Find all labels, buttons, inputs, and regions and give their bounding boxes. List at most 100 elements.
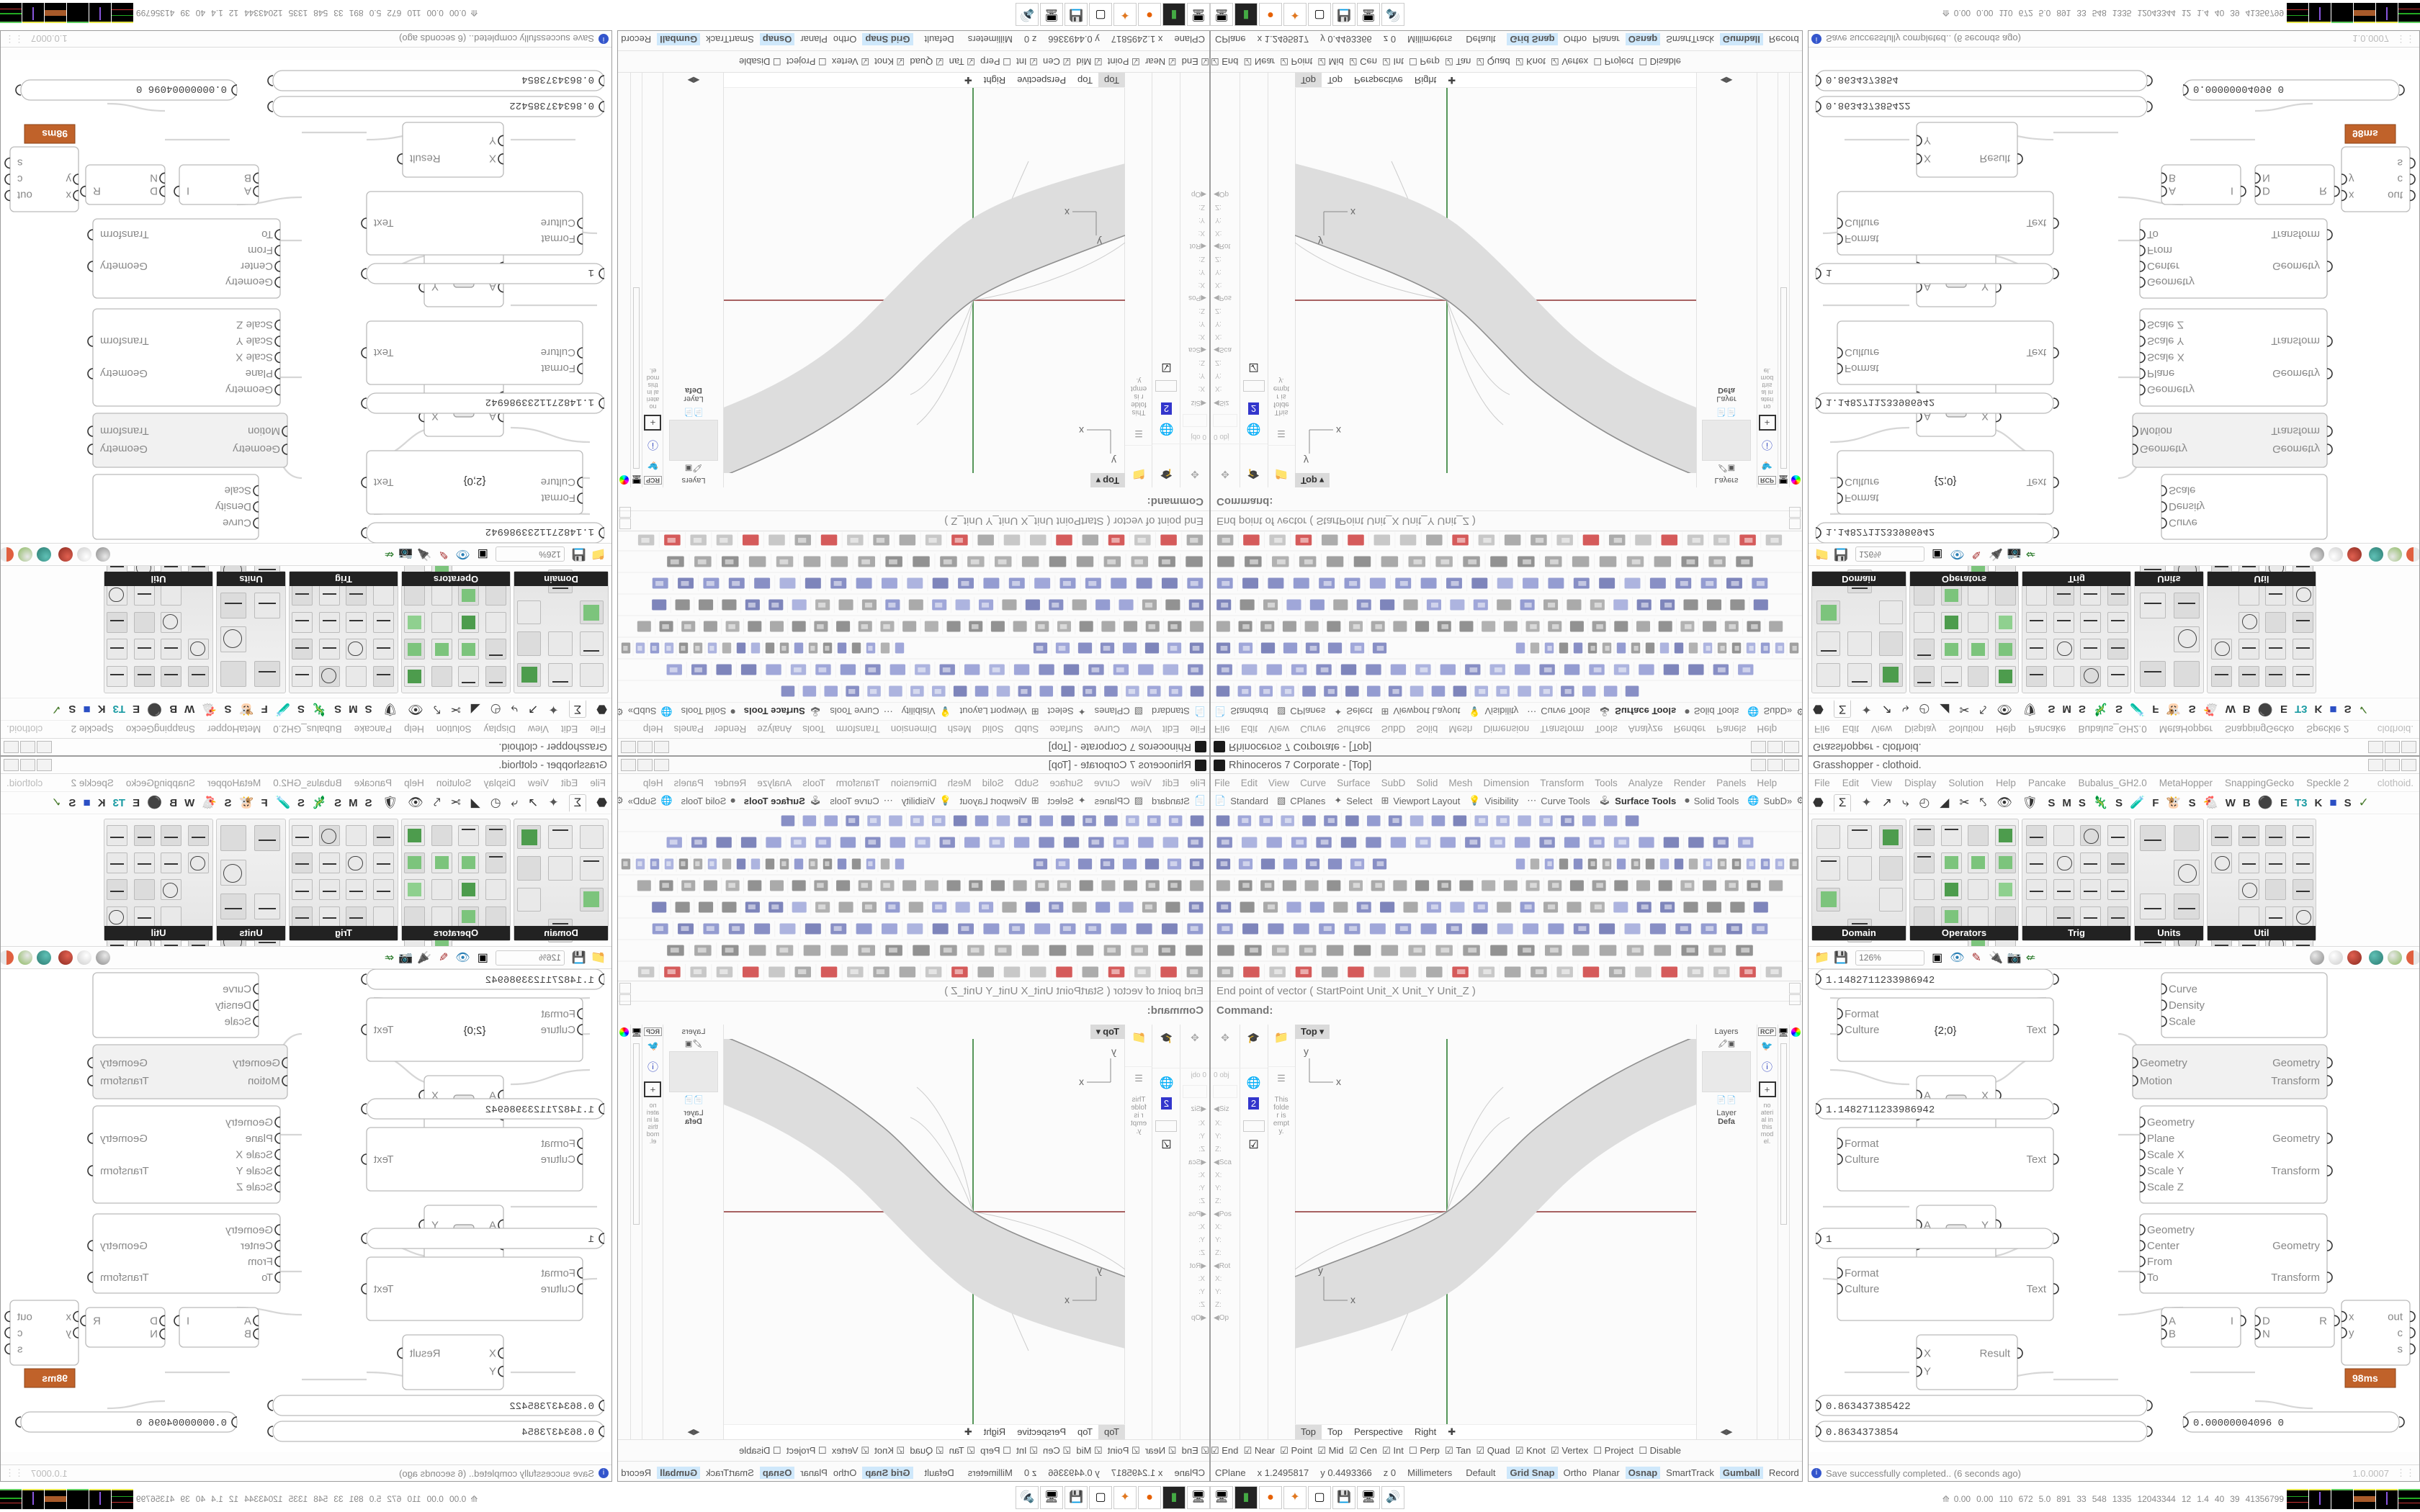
svg-text:0.863437385422: 0.863437385422 bbox=[509, 1401, 594, 1413]
svg-text:1.1482711233986942: 1.1482711233986942 bbox=[1826, 1104, 1935, 1116]
svg-text:Text: Text bbox=[2026, 217, 2046, 229]
svg-text:1.1482711233986942: 1.1482711233986942 bbox=[485, 1104, 594, 1116]
svg-text:x: x bbox=[2349, 189, 2354, 202]
svg-text:Text: Text bbox=[2026, 346, 2046, 359]
svg-text:B: B bbox=[244, 1328, 251, 1341]
svg-text:I: I bbox=[2231, 1315, 2233, 1327]
svg-text:{2;0}: {2;0} bbox=[464, 1025, 486, 1037]
svg-text:out: out bbox=[2388, 189, 2403, 202]
svg-text:c: c bbox=[17, 1327, 23, 1339]
svg-text:D: D bbox=[150, 1315, 158, 1327]
svg-text:A: A bbox=[244, 185, 251, 197]
svg-text:{2;0}: {2;0} bbox=[1935, 475, 1957, 487]
svg-text:c: c bbox=[2398, 1327, 2403, 1339]
svg-text:Scale X: Scale X bbox=[236, 351, 273, 364]
svg-text:Text: Text bbox=[373, 1153, 393, 1166]
svg-text:X: X bbox=[1924, 153, 1931, 165]
svg-text:A: A bbox=[2169, 1315, 2176, 1327]
svg-text:0.8634373854: 0.8634373854 bbox=[521, 1427, 594, 1439]
svg-text:Geometry: Geometry bbox=[2272, 443, 2320, 455]
svg-text:Transform: Transform bbox=[100, 1272, 149, 1284]
svg-text:out: out bbox=[17, 189, 32, 202]
svg-text:Text: Text bbox=[2026, 1153, 2046, 1166]
svg-text:Format: Format bbox=[1845, 492, 1879, 504]
svg-text:Geometry: Geometry bbox=[100, 367, 148, 379]
svg-text:Text: Text bbox=[373, 217, 393, 229]
svg-text:Geometry: Geometry bbox=[2147, 1117, 2195, 1129]
svg-text:Geometry: Geometry bbox=[100, 1133, 148, 1145]
svg-text:R: R bbox=[2319, 185, 2327, 197]
svg-text:Density: Density bbox=[215, 999, 251, 1012]
svg-text:N: N bbox=[2262, 1328, 2270, 1341]
svg-text:Plane: Plane bbox=[2147, 1133, 2174, 1145]
svg-text:1.1482711233986942: 1.1482711233986942 bbox=[1826, 526, 1935, 537]
svg-text:Transform: Transform bbox=[2271, 425, 2320, 437]
svg-text:Scale Z: Scale Z bbox=[2147, 1182, 2184, 1194]
svg-text:Transform: Transform bbox=[2271, 1165, 2320, 1177]
svg-text:{2;0}: {2;0} bbox=[1935, 1025, 1957, 1037]
svg-text:Transform: Transform bbox=[100, 1075, 149, 1087]
svg-text:B: B bbox=[244, 171, 251, 184]
svg-text:1.1482711233986942: 1.1482711233986942 bbox=[1826, 975, 1935, 986]
svg-text:1.1482711233986942: 1.1482711233986942 bbox=[485, 526, 594, 537]
svg-text:From: From bbox=[2147, 1256, 2172, 1268]
svg-text:N: N bbox=[2262, 171, 2270, 184]
svg-text:Y: Y bbox=[1924, 134, 1931, 146]
svg-text:A: A bbox=[244, 1315, 251, 1327]
svg-text:Scale X: Scale X bbox=[2147, 1149, 2184, 1161]
svg-text:x: x bbox=[1336, 1076, 1341, 1087]
svg-text:D: D bbox=[2262, 1315, 2270, 1327]
svg-text:Text: Text bbox=[2026, 476, 2046, 488]
svg-text:Y: Y bbox=[1924, 1366, 1931, 1378]
svg-text:Geometry: Geometry bbox=[2272, 367, 2320, 379]
svg-text:Culture: Culture bbox=[541, 476, 575, 488]
svg-text:B: B bbox=[2169, 1328, 2176, 1341]
svg-text:Text: Text bbox=[2026, 1024, 2046, 1036]
svg-text:Geometry: Geometry bbox=[2147, 384, 2195, 396]
svg-text:0.863437385422: 0.863437385422 bbox=[509, 99, 594, 111]
svg-text:Scale Y: Scale Y bbox=[236, 1165, 273, 1177]
svg-text:Geometry: Geometry bbox=[2272, 1133, 2320, 1145]
svg-text:Y: Y bbox=[489, 1366, 496, 1378]
svg-text:x: x bbox=[66, 189, 71, 202]
svg-text:Format: Format bbox=[541, 1267, 575, 1279]
svg-text:N: N bbox=[150, 171, 158, 184]
svg-text:From: From bbox=[248, 244, 273, 256]
svg-text:Text: Text bbox=[373, 1024, 393, 1036]
svg-text:X: X bbox=[489, 1347, 496, 1359]
svg-text:Geometry: Geometry bbox=[233, 443, 280, 455]
svg-text:Plane: Plane bbox=[246, 367, 273, 379]
svg-text:x: x bbox=[66, 1311, 71, 1323]
svg-text:x: x bbox=[1079, 425, 1084, 436]
svg-text:Transform: Transform bbox=[100, 335, 149, 347]
svg-text:Motion: Motion bbox=[2140, 425, 2172, 437]
svg-text:out: out bbox=[2388, 1311, 2403, 1323]
svg-text:Scale Y: Scale Y bbox=[236, 335, 273, 347]
svg-text:s: s bbox=[17, 157, 23, 169]
svg-text:0.8634373854: 0.8634373854 bbox=[521, 73, 594, 85]
svg-text:Text: Text bbox=[373, 476, 393, 488]
svg-text:x: x bbox=[1065, 1294, 1070, 1305]
svg-text:Format: Format bbox=[541, 1138, 575, 1150]
svg-text:B: B bbox=[2169, 171, 2176, 184]
svg-text:98ms: 98ms bbox=[2352, 1372, 2378, 1384]
svg-text:0.00000004096 0: 0.00000004096 0 bbox=[2193, 83, 2284, 94]
svg-text:Density: Density bbox=[2169, 500, 2205, 513]
svg-text:98ms: 98ms bbox=[42, 128, 68, 140]
svg-text:Culture: Culture bbox=[1845, 1283, 1879, 1295]
svg-text:Transform: Transform bbox=[2271, 228, 2320, 240]
svg-text:98ms: 98ms bbox=[2352, 128, 2378, 140]
svg-text:Transform: Transform bbox=[2271, 1272, 2320, 1284]
svg-text:Center: Center bbox=[241, 260, 273, 272]
svg-text:y: y bbox=[2349, 1327, 2354, 1339]
svg-text:Geometry: Geometry bbox=[2147, 276, 2195, 288]
svg-text:Scale Z: Scale Z bbox=[2147, 319, 2184, 331]
svg-text:Culture: Culture bbox=[1845, 217, 1879, 229]
svg-text:Format: Format bbox=[1845, 362, 1879, 374]
svg-text:Scale X: Scale X bbox=[236, 1149, 273, 1161]
svg-text:Scale Z: Scale Z bbox=[236, 1182, 273, 1194]
svg-text:s: s bbox=[2398, 157, 2403, 169]
svg-text:Format: Format bbox=[541, 1008, 575, 1020]
svg-text:Center: Center bbox=[241, 1240, 273, 1252]
svg-text:1: 1 bbox=[588, 266, 594, 278]
